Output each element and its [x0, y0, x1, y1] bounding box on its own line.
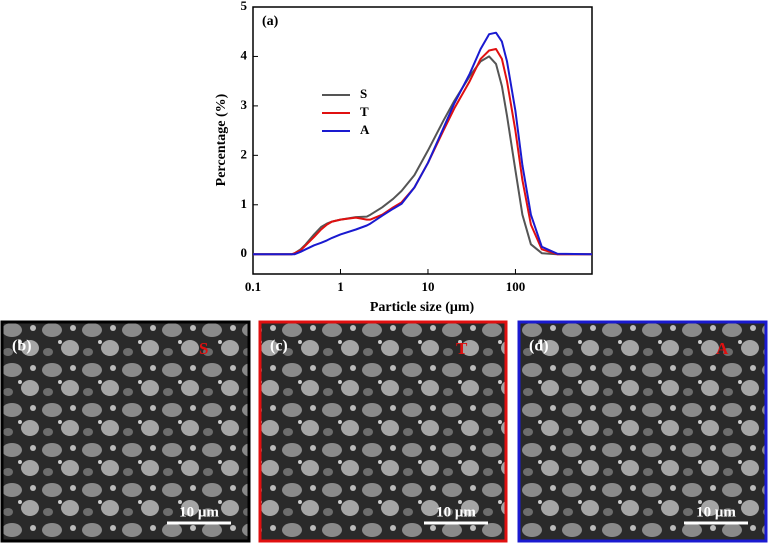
- panel-label: (b): [12, 338, 32, 355]
- y-tick-label: 1: [241, 196, 248, 211]
- y-tick-label: 5: [241, 0, 248, 13]
- x-axis-label: Particle size (μm): [370, 300, 475, 315]
- legend-label: T: [360, 104, 369, 119]
- sem-image: [0, 320, 251, 543]
- scale-bar-label: 10 μm: [696, 504, 736, 520]
- sample-label: A: [716, 339, 729, 358]
- y-axis-label: Percentage (%): [214, 93, 229, 186]
- legend-label: A: [360, 122, 370, 137]
- x-tick-label: 100: [506, 279, 526, 294]
- series-line: [253, 55, 592, 256]
- series-line: [253, 31, 593, 256]
- plot-frame: [252, 6, 593, 275]
- sample-label: T: [456, 339, 468, 358]
- panel-label: (c): [270, 338, 288, 355]
- panel-label: (d): [529, 338, 549, 355]
- legend-label: S: [360, 86, 367, 101]
- x-tick-label: 1: [337, 279, 344, 294]
- y-tick-label: 4: [241, 47, 248, 62]
- y-tick-label: 2: [241, 146, 248, 161]
- sem-image: [517, 320, 768, 543]
- x-tick-label: 10: [421, 279, 434, 294]
- scale-bar-label: 10 μm: [436, 504, 476, 520]
- sample-label: S: [199, 339, 208, 358]
- scale-bar-label: 10 μm: [179, 504, 219, 520]
- y-tick-label: 0: [241, 245, 248, 260]
- y-tick-label: 3: [241, 97, 248, 112]
- panel-label: (a): [262, 14, 279, 29]
- series-line: [253, 48, 592, 256]
- sem-image: [258, 320, 508, 543]
- x-tick-label: 0.1: [245, 279, 261, 294]
